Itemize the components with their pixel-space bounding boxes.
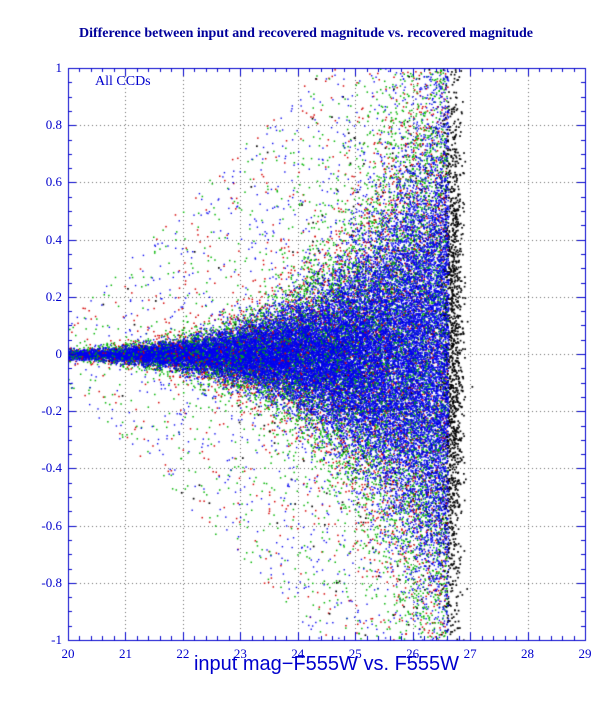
y-tick-label: 0.6 <box>45 174 62 190</box>
y-tick-label: -0.8 <box>41 574 62 590</box>
y-tick-label: 0.4 <box>45 231 62 247</box>
chart-title: Difference between input and recovered m… <box>78 26 534 41</box>
x-tick-label: 25 <box>348 646 362 661</box>
y-tick-label: 0 <box>55 346 63 361</box>
y-tick-label: 0.2 <box>45 288 62 304</box>
x-tick-label: 26 <box>406 646 420 661</box>
x-tick-label: 23 <box>233 646 247 661</box>
y-tick-label: -0.2 <box>41 403 62 419</box>
y-tick-label: -0.6 <box>41 517 62 533</box>
x-tick-label: 24 <box>291 646 305 661</box>
x-tick-label: 20 <box>61 646 75 661</box>
x-tick-label: 21 <box>118 646 132 661</box>
x-tick-label: 27 <box>463 646 477 661</box>
y-tick-label: 1 <box>55 60 63 75</box>
y-tick-label: -0.4 <box>41 460 62 476</box>
plot-annotation: All CCDs <box>95 74 151 89</box>
x-axis-label: input mag−F555W vs. F555W <box>193 653 460 675</box>
y-tick-label: -1 <box>51 632 62 647</box>
y-tick-label: 0.8 <box>45 117 62 133</box>
x-tick-label: 29 <box>578 646 592 661</box>
x-tick-label: 22 <box>176 646 190 661</box>
x-tick-label: 28 <box>521 646 535 661</box>
